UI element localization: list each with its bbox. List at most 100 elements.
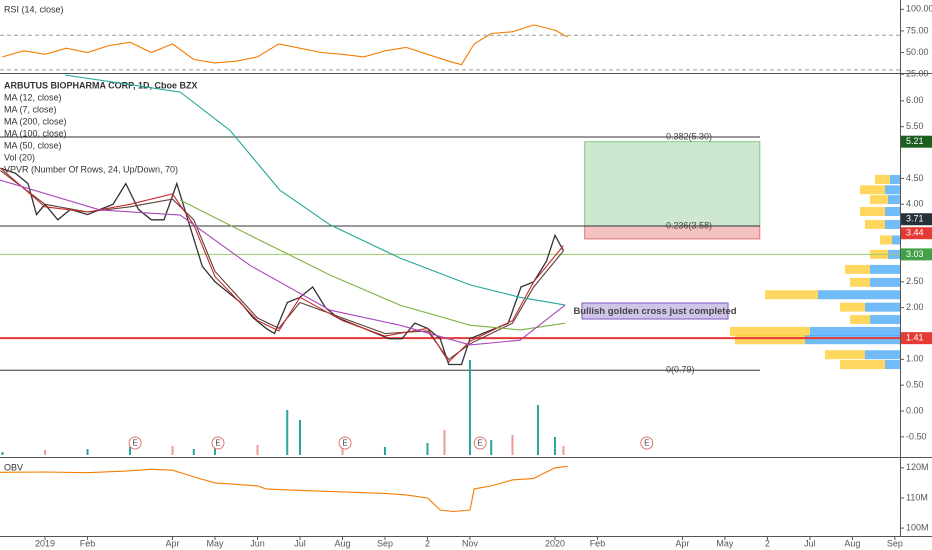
x-tick-label: 2	[765, 538, 770, 548]
y-tick-label: 75.00	[906, 25, 929, 35]
earnings-marker	[338, 436, 352, 450]
volume-bar	[129, 447, 132, 455]
vpvr-up	[885, 185, 900, 195]
price-label-box	[901, 332, 932, 345]
earnings-label: E	[132, 439, 137, 448]
vpvr-down	[865, 219, 885, 229]
vpvr-up	[810, 326, 900, 336]
volume-bar	[1, 452, 4, 455]
series-line	[0, 167, 564, 363]
x-tick-label: May	[207, 538, 225, 548]
y-tick-label: 25.00	[906, 69, 929, 79]
y-tick-label: 4.00	[906, 199, 924, 209]
price-label: 1.41	[906, 333, 924, 343]
earnings-marker	[128, 436, 142, 450]
vpvr-down	[840, 302, 865, 312]
obv-legend: OBV	[4, 462, 23, 472]
x-tick-label: Feb	[590, 538, 606, 548]
vpvr-up	[888, 195, 900, 205]
earnings-label: E	[644, 439, 649, 448]
y-tick-label: 2.50	[906, 276, 924, 286]
vpvr-down	[860, 185, 885, 195]
y-tick-label: 6.00	[906, 95, 924, 105]
series-line	[0, 170, 564, 361]
series-line	[0, 179, 566, 346]
x-tick-label: Sep	[887, 538, 903, 548]
fib-label: 0.236(3.58)	[666, 220, 712, 230]
volume-legend: Vol (20)	[4, 152, 35, 162]
symbol-title: ARBUTUS BIOPHARMA CORP, 1D, Cboe BZX	[4, 80, 198, 90]
series-line	[2, 24, 568, 66]
volume-bar	[562, 446, 565, 455]
vpvr-up	[885, 219, 900, 229]
vpvr-down	[860, 207, 885, 217]
y-tick-label: 120M	[906, 462, 929, 472]
vpvr-up	[818, 290, 900, 300]
vpvr-up	[870, 277, 900, 287]
y-tick-label: 0.50	[906, 380, 924, 390]
series-line	[64, 74, 566, 306]
x-tick-label: Apr	[675, 538, 689, 548]
vpvr-down	[735, 335, 805, 345]
earnings-label: E	[477, 439, 482, 448]
volume-bar	[553, 437, 556, 455]
volume-bar	[511, 435, 514, 455]
vpvr-down	[730, 326, 810, 336]
volume-bar	[443, 430, 446, 455]
rsi-legend: RSI (14, close)	[4, 4, 64, 14]
vpvr-down	[850, 315, 870, 325]
vpvr-up	[870, 315, 900, 325]
price-label-box	[901, 213, 932, 226]
vpvr-down	[870, 195, 888, 205]
volume-bar	[341, 445, 344, 455]
price-label: 5.21	[906, 136, 924, 146]
x-tick-label: Jul	[804, 538, 816, 548]
annotation-box	[581, 302, 729, 320]
volume-bar	[44, 450, 47, 455]
x-tick-label: Nov	[462, 538, 479, 548]
volume-bar	[171, 446, 174, 455]
x-tick-label: Aug	[334, 538, 350, 548]
y-tick-label: -0.50	[906, 431, 927, 441]
ma-legend: MA (12, close)	[4, 92, 62, 102]
earnings-marker	[640, 436, 654, 450]
earnings-marker	[211, 436, 225, 450]
price-label: 3.71	[906, 214, 924, 224]
price-label: 3.44	[906, 228, 924, 238]
price-label-box	[901, 135, 932, 148]
vpvr-up	[885, 360, 900, 370]
x-tick-label: Aug	[844, 538, 860, 548]
vpvr-up	[885, 207, 900, 217]
vpvr-up	[865, 302, 900, 312]
volume-bar	[286, 410, 289, 455]
x-tick-label: 2019	[35, 538, 55, 548]
vpvr-up	[805, 335, 900, 345]
price-label-box	[901, 227, 932, 240]
volume-bar	[468, 360, 471, 455]
ma-legend: MA (100, close)	[4, 128, 67, 138]
series-line	[0, 465, 568, 513]
volume-bar	[536, 405, 539, 455]
x-tick-label: May	[716, 538, 734, 548]
vpvr-down	[840, 360, 885, 370]
ma-legend: MA (7, close)	[4, 104, 57, 114]
ma-legend: MA (50, close)	[4, 140, 62, 150]
y-tick-label: 0.00	[906, 405, 924, 415]
volume-bar	[490, 440, 493, 455]
vpvr-up	[870, 264, 900, 274]
vpvr-down	[765, 290, 818, 300]
y-tick-label: 110M	[906, 492, 928, 502]
x-tick-label: 2	[425, 538, 430, 548]
fib-label: 0.382(5.30)	[666, 131, 712, 141]
earnings-label: E	[342, 439, 347, 448]
vpvr-down	[850, 277, 870, 287]
earnings-marker	[473, 436, 487, 450]
vpvr-up	[890, 174, 900, 184]
volume-bar	[192, 449, 195, 455]
annotation: Bullish golden cross just completed	[573, 302, 737, 320]
y-tick-label: 1.00	[906, 354, 924, 364]
vpvr-up	[892, 235, 900, 245]
volume-bar	[86, 449, 89, 455]
x-tick-label: Jun	[250, 538, 265, 548]
